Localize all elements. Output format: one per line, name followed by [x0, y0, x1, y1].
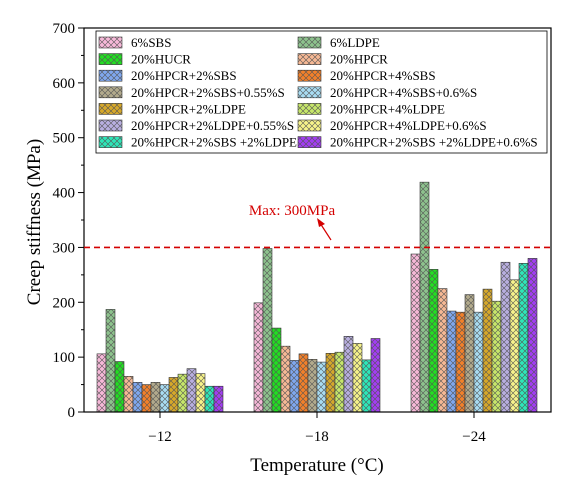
bar-8-0 — [168, 377, 179, 413]
legend-label: 20%HPCR+2%SBS+0.55%S — [131, 85, 285, 100]
legend: 6%SBS 6%LDPE 20%HUCR 20%HPCR 20%HPCR+2%SBS 20… — [95, 30, 548, 154]
bar-0-1 — [253, 302, 264, 413]
legend-label: 20%HPCR+2%SBS — [131, 68, 237, 83]
legend-label: 20%HPCR+4%SBS+0.6%S — [330, 85, 477, 100]
legend-swatch — [297, 136, 322, 148]
bar-8-1 — [325, 353, 336, 413]
y-tick-label: 100 — [53, 350, 76, 366]
legend-label: 20%HPCR+2%SBS +2%LDPE — [131, 135, 297, 150]
bar-11-2 — [509, 279, 520, 413]
legend-swatch — [297, 86, 322, 99]
bar-10-1 — [343, 335, 354, 413]
legend-swatch — [297, 69, 322, 82]
x-tick-label: −24 — [462, 429, 486, 445]
bar-6-0 — [150, 382, 161, 413]
bar-11-1 — [352, 343, 363, 413]
x-axis-title: Temperature (°C) — [250, 455, 383, 476]
y-tick-label: 700 — [53, 21, 76, 37]
bar-5-0 — [141, 384, 152, 413]
bar-12-2 — [518, 263, 529, 413]
bar-7-0 — [159, 384, 170, 413]
bar-2-0 — [114, 361, 125, 413]
legend-swatch — [98, 119, 123, 132]
bar-9-1 — [334, 351, 345, 413]
reference-line-label: Max: 300MPa — [249, 203, 336, 219]
reference-line-group: Max: 300MPa — [84, 203, 551, 249]
bar-7-2 — [473, 311, 484, 413]
bar-12-0 — [204, 385, 215, 413]
bar-5-1 — [298, 353, 309, 413]
bar-1-1 — [262, 248, 273, 413]
legend-label: 20%HPCR+2%LDPE+0.55%S — [131, 118, 294, 133]
bar-3-2 — [437, 288, 448, 413]
x-tick-label: −12 — [148, 429, 171, 445]
legend-box — [95, 30, 548, 154]
bar-3-0 — [123, 376, 134, 413]
annotation-arrow-shaft — [319, 222, 332, 241]
legend-label: 20%HPCR+4%LDPE — [330, 101, 445, 116]
x-tick-label: −18 — [305, 429, 328, 445]
legend-swatch — [297, 119, 322, 132]
bar-13-0 — [213, 385, 224, 413]
legend-label: 20%HPCR+4%SBS — [330, 68, 436, 83]
axes-group: 0 100 200 300 400 500 600 700 −12 −18 −24 — [53, 21, 552, 445]
bar-9-2 — [491, 300, 502, 413]
legend-swatch — [297, 36, 322, 49]
bar-6-2 — [464, 294, 475, 413]
bar-10-0 — [186, 368, 197, 413]
bar-3-1 — [280, 345, 291, 413]
legend-swatch — [98, 136, 123, 148]
y-tick-label: 200 — [53, 295, 76, 311]
bar-12-1 — [361, 359, 372, 413]
bar-10-2 — [500, 261, 511, 413]
y-tick-label: 400 — [53, 186, 76, 202]
bar-7-1 — [316, 361, 327, 413]
bar-9-0 — [177, 373, 188, 413]
bar-1-2 — [419, 181, 430, 413]
bar-13-2 — [527, 258, 538, 413]
y-tick-label: 300 — [53, 240, 76, 256]
bar-0-2 — [410, 253, 421, 413]
bar-6-1 — [307, 359, 318, 413]
y-tick-label: 500 — [53, 131, 76, 147]
legend-label: 20%HPCR — [330, 52, 388, 67]
bar-5-2 — [455, 311, 466, 413]
bar-0-0 — [96, 353, 107, 413]
legend-label: 6%SBS — [131, 35, 171, 50]
legend-swatch — [297, 53, 322, 65]
y-tick-label: 0 — [68, 405, 76, 421]
bar-2-1 — [271, 327, 282, 413]
bar-11-0 — [195, 373, 206, 413]
legend-swatch — [297, 103, 322, 115]
legend-swatch — [98, 103, 123, 115]
legend-swatch — [98, 86, 123, 99]
y-axis-title: Creep stiffness (MPa) — [24, 139, 45, 305]
bar-8-2 — [482, 288, 493, 413]
legend-swatch — [98, 69, 123, 82]
bar-13-1 — [370, 338, 381, 413]
legend-swatch — [98, 53, 123, 65]
bar-4-2 — [446, 310, 457, 413]
bars-group — [96, 181, 538, 413]
bar-2-2 — [428, 269, 439, 413]
legend-swatch — [98, 36, 123, 49]
bar-4-0 — [132, 382, 143, 413]
legend-label: 20%HPCR+2%LDPE — [131, 101, 246, 116]
bar-4-1 — [289, 360, 300, 413]
bar-1-0 — [105, 309, 116, 413]
y-tick-label: 600 — [53, 76, 76, 92]
legend-label: 20%HPCR+2%SBS +2%LDPE+0.6%S — [330, 135, 538, 150]
legend-label: 20%HPCR+4%LDPE+0.6%S — [330, 118, 487, 133]
annotation-arrow-head — [317, 218, 325, 227]
legend-label: 20%HUCR — [131, 52, 191, 67]
legend-label: 6%LDPE — [330, 35, 380, 50]
